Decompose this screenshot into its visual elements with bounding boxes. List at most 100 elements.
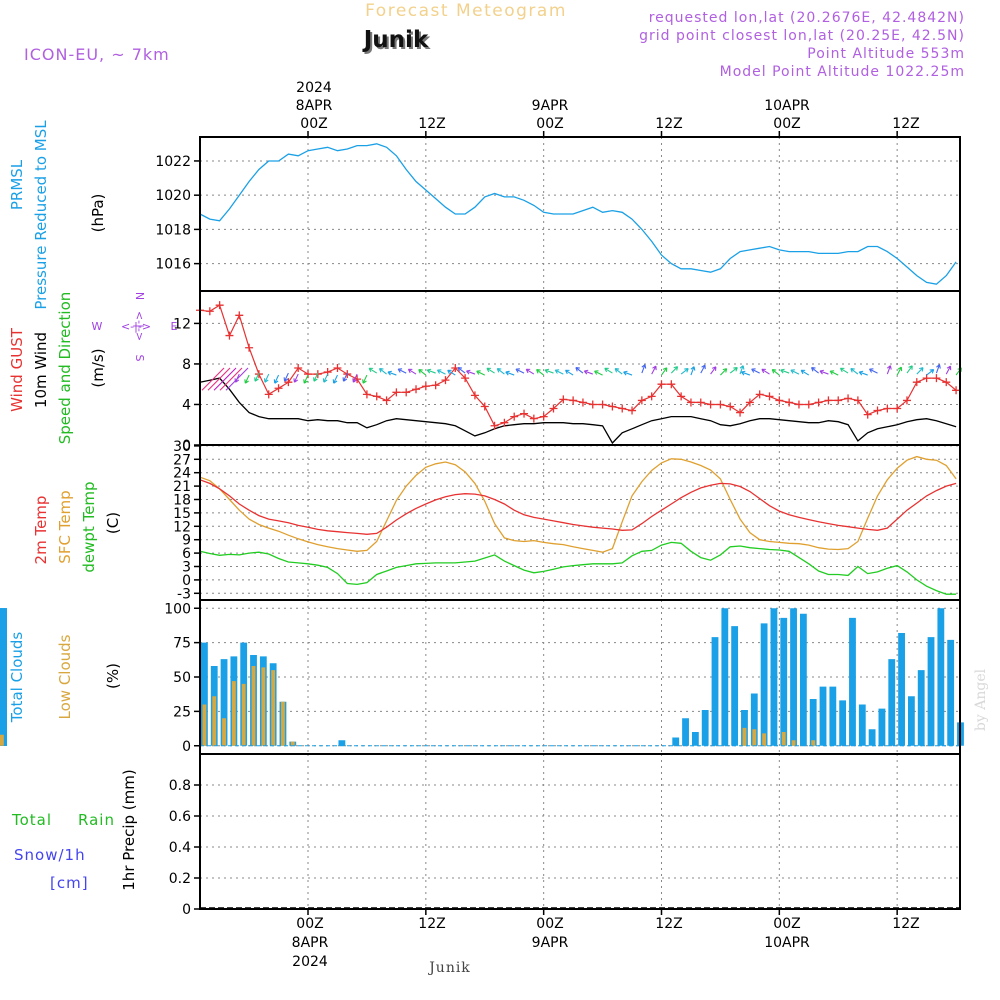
total-cloud-bar-73 — [907, 696, 915, 746]
location-title-shadow: Junik — [364, 29, 431, 55]
bottom-hour-label-1: 00Z — [296, 916, 323, 932]
wind-direction-arrow-62 — [790, 369, 800, 375]
top-hour-label-5: 00Z — [773, 116, 800, 132]
gust-point-62 — [794, 400, 803, 409]
precip-total-label: Total — [11, 811, 52, 829]
gust-point-61 — [785, 398, 794, 407]
gust-point-29 — [470, 391, 479, 400]
wind-direction-arrow-10 — [283, 372, 289, 382]
total-cloud-bar-51 — [691, 732, 699, 746]
wind-direction-arrow-65 — [819, 369, 829, 375]
gust-point-15 — [333, 364, 342, 372]
top-hour-label-4: 12Z — [655, 116, 682, 132]
wind-direction-arrow-63 — [800, 369, 810, 376]
wind-direction-arrow-74 — [916, 367, 924, 375]
panel-frame-3 — [199, 444, 961, 601]
total-cloud-bar-61 — [790, 608, 797, 746]
bottom-day-label-2: 9APR — [532, 935, 569, 951]
wind-barb-2 — [207, 367, 231, 391]
wind-direction-arrow-48 — [661, 367, 668, 376]
gust-point-34 — [520, 409, 529, 418]
total-cloud-bar-55 — [731, 626, 739, 746]
bottom-hour-label-4: 12Z — [655, 916, 682, 932]
panel-frame-5 — [199, 753, 961, 910]
gust-point-66 — [834, 396, 843, 405]
gust-point-12 — [304, 370, 313, 379]
gust-point-55 — [726, 402, 735, 411]
low-cloud-bar-57 — [752, 729, 757, 746]
wind-direction-arrow-55 — [729, 366, 738, 374]
precip-snow-label: Snow/1h — [14, 846, 86, 864]
wind-direction-arrow-34 — [515, 368, 525, 374]
y-tick-label-p1-2: 1018 — [155, 222, 191, 238]
low-cloud-bar-2 — [212, 696, 217, 746]
y-tick-label-p3-3: 3 — [182, 559, 191, 575]
low-cloud-bar-10 — [290, 741, 295, 746]
total-cloud-bar-75 — [927, 637, 935, 746]
y-tick-label-p4-4: 75 — [173, 636, 191, 652]
y-tick-label-p4-5: 100 — [164, 601, 191, 617]
wind-direction-arrow-33 — [505, 370, 515, 376]
gust-point-64 — [814, 398, 823, 407]
wind-barb-5 — [225, 367, 249, 391]
model-label: ICON-EU, ~ 7km — [24, 45, 170, 64]
total-cloud-bar-53 — [711, 637, 719, 746]
gust-point-46 — [637, 396, 646, 405]
gust-point-70 — [873, 406, 882, 415]
gust-point-39 — [569, 396, 578, 405]
gust-point-37 — [549, 404, 558, 413]
gust-point-49 — [667, 380, 676, 389]
sfc-temp-label: SFC Temp — [56, 490, 74, 563]
wind-direction-arrow-11 — [293, 373, 299, 383]
gust-point-44 — [618, 404, 627, 413]
gust-point-31 — [490, 421, 499, 430]
gust-point-23 — [412, 385, 421, 394]
gust-point-76 — [932, 374, 941, 383]
requested-lonlat: requested lon,lat (20.2676E, 42.4842N) — [649, 10, 965, 26]
pressure-label-1: PRMSL — [8, 159, 26, 210]
y-tick-label-p3-10: 24 — [173, 466, 191, 482]
top-hour-label-1: 00Z — [300, 116, 327, 132]
gust-point-5 — [235, 311, 244, 320]
wind-direction-arrow-16 — [342, 372, 348, 382]
wind-direction-arrow-38 — [554, 369, 564, 375]
y-tick-label-p2-2: 4 — [182, 397, 191, 413]
wind-direction-label: Speed and Direction — [56, 292, 74, 445]
dewpt-line — [199, 541, 957, 595]
gust-point-53 — [706, 400, 715, 409]
total-cloud-bar-72 — [898, 633, 905, 746]
gust-point-38 — [559, 395, 568, 404]
y-tick-label-p3-6: 12 — [173, 519, 191, 535]
total-cloud-bar-49 — [672, 737, 680, 746]
wind-barb-4 — [219, 367, 243, 391]
wind-direction-arrow-37 — [544, 368, 554, 374]
top-year-label: 2024 — [296, 80, 332, 96]
gust-point-22 — [402, 388, 411, 397]
gust-point-78 — [952, 386, 961, 395]
gust-point-18 — [362, 390, 371, 399]
wind-direction-arrow-64 — [810, 366, 819, 374]
total-cloud-bar-63 — [809, 699, 817, 746]
low-cloud-bar-56 — [742, 727, 747, 746]
top-hour-label-2: 12Z — [418, 116, 445, 132]
bottom-day-label-3: 10APR — [764, 935, 810, 951]
gust-point-8 — [264, 390, 273, 399]
y-tick-label-p3-12: 30 — [173, 439, 191, 455]
dewpt-label: dewpt Temp — [80, 481, 98, 572]
gust-point-24 — [421, 382, 430, 391]
wind-direction-arrow-75 — [926, 368, 935, 376]
top-day-label-2: 9APR — [532, 98, 569, 114]
pressure-series-line — [199, 143, 957, 285]
gust-point-41 — [588, 400, 597, 409]
wind-direction-arrow-59 — [761, 368, 770, 375]
gust-point-19 — [372, 392, 381, 401]
wind-direction-arrow-12 — [303, 374, 309, 384]
bottom-hour-label-6: 12Z — [892, 916, 919, 932]
wind-direction-arrow-25 — [426, 368, 436, 374]
wind-direction-arrow-22 — [397, 368, 407, 374]
bottom-hour-label-2: 12Z — [418, 916, 445, 932]
footer-location: Junik — [427, 960, 471, 976]
gust-point-32 — [500, 418, 509, 427]
model-point-altitude: Model Point Altitude 1022.25m — [720, 64, 965, 80]
y-tick-label-p2-4: 12 — [173, 316, 191, 332]
